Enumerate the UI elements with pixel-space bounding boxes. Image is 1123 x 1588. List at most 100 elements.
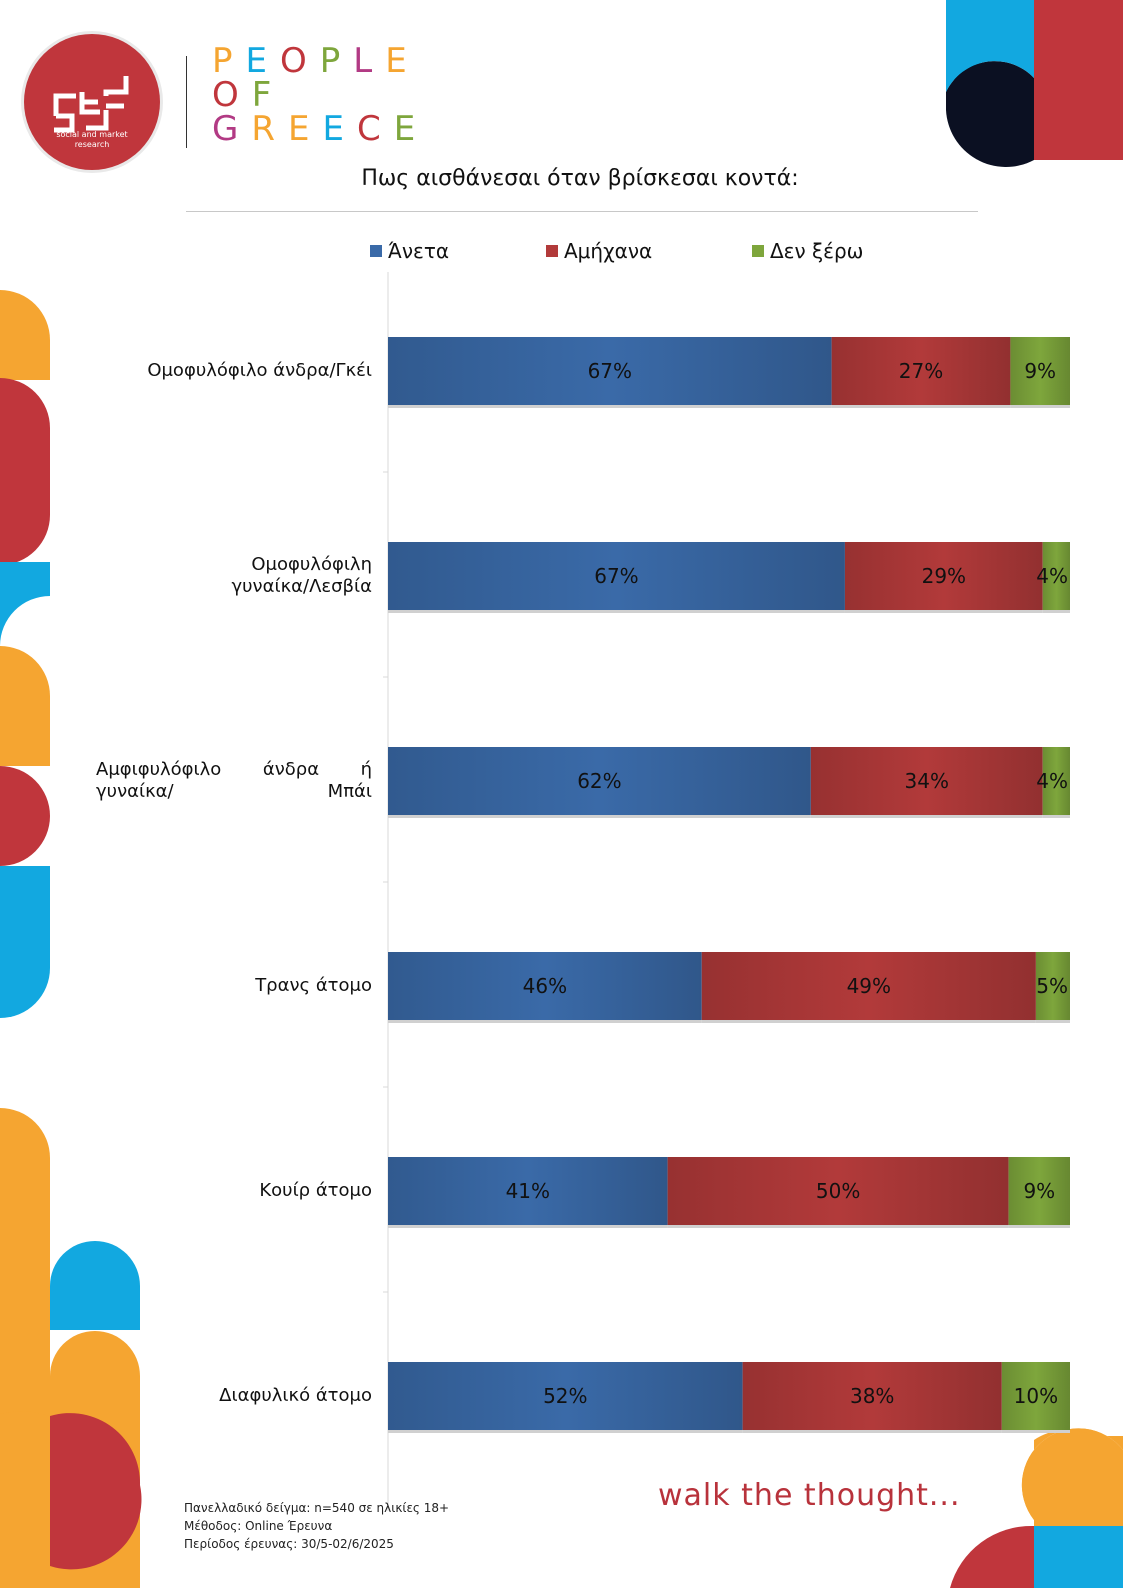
data-label: 49% [847, 974, 891, 998]
brand-letter: E [322, 109, 357, 149]
bar-shadow [742, 1430, 1002, 1433]
data-label: 9% [1024, 359, 1056, 383]
bar-segment [1042, 747, 1070, 815]
title-divider [186, 211, 978, 212]
data-label: 67% [594, 564, 638, 588]
bar-segment [667, 1157, 1009, 1225]
bar-shadow [1008, 1225, 1070, 1228]
data-label: 46% [523, 974, 567, 998]
data-label: 41% [506, 1179, 550, 1203]
data-label: 52% [543, 1384, 587, 1408]
footer-method: Μέθοδος: Online Έρευνα [184, 1519, 333, 1533]
data-label: 67% [588, 359, 632, 383]
legend-label: Αμήχανα [564, 239, 653, 263]
brand-letter: E [393, 109, 429, 149]
data-label: 62% [577, 769, 621, 793]
bar-shadow [1035, 1020, 1070, 1023]
brand-letter: E [245, 41, 280, 81]
logo-divider [186, 56, 187, 148]
bar-shadow [388, 610, 845, 613]
bar-segment [388, 747, 811, 815]
chart-title: Πως αισθάνεσαι όταν βρίσκεσαι κοντά: [361, 166, 799, 191]
brand-letter: L [353, 41, 386, 81]
bar-segment [701, 952, 1036, 1020]
bar-segment [388, 1362, 743, 1430]
data-label: 4% [1036, 769, 1068, 793]
data-label: 4% [1036, 564, 1068, 588]
bar-shadow [831, 405, 1011, 408]
category-label: Αμφιφυλόφιλο άνδρα ή γυναίκα/ Μπάι [96, 759, 372, 803]
bar-shadow [388, 1020, 702, 1023]
data-label: 50% [816, 1179, 860, 1203]
legend-item: Αμήχανα [546, 238, 652, 264]
legend-label: Άνετα [388, 239, 450, 263]
category-label: Κουίρ άτομο [259, 1180, 372, 1201]
legend-label: Δεν ξέρω [770, 239, 864, 263]
bar-shadow [1010, 405, 1070, 408]
bar-segment [810, 747, 1043, 815]
bar-shadow [1042, 610, 1070, 613]
bar-segment [388, 952, 702, 1020]
bar-segment [742, 1362, 1002, 1430]
brand-line-1: PEOPLE [212, 44, 420, 78]
bar-segment [388, 1157, 668, 1225]
bar-shadow [388, 1430, 743, 1433]
company-logo [24, 34, 160, 170]
bar-segment [388, 542, 845, 610]
bar-shadow [1001, 1430, 1070, 1433]
data-label: 5% [1036, 974, 1068, 998]
legend-swatch [752, 245, 764, 257]
category-label: Τρανς άτομο [255, 975, 372, 996]
bar-segment [1010, 337, 1070, 405]
legend-swatch [546, 245, 558, 257]
data-label: 29% [922, 564, 966, 588]
brand-letter: F [251, 75, 285, 115]
legend-item: Δεν ξέρω [752, 238, 863, 264]
bar-shadow [844, 610, 1043, 613]
brand-line-2: OF [212, 78, 284, 112]
brand-letter: E [287, 109, 323, 149]
bar-shadow [388, 405, 832, 408]
data-label: 38% [850, 1384, 894, 1408]
bar-segment [1042, 542, 1070, 610]
bar-shadow [388, 815, 811, 818]
category-label-line: Ομοφυλόφιλη [251, 554, 372, 575]
brand-letter: G [212, 109, 252, 149]
bar-shadow [701, 1020, 1036, 1023]
legend-item: Άνετα [370, 238, 449, 264]
category-label-line: γυναίκα/ Μπάι [96, 781, 372, 802]
brand-letter: E [385, 41, 420, 81]
brand-letter: O [280, 41, 320, 81]
bar-segment [831, 337, 1011, 405]
bar-shadow [1042, 815, 1070, 818]
bar-segment [1008, 1157, 1070, 1225]
bar-shadow [667, 1225, 1009, 1228]
brand-letter: C [356, 109, 394, 149]
brand-letter: P [212, 41, 246, 81]
logo-tagline: social and market research [56, 130, 128, 149]
brand-letter: P [319, 41, 354, 81]
category-label: Διαφυλικό άτομο [219, 1385, 372, 1406]
bar-shadow [388, 1225, 668, 1228]
bar-shadow [810, 815, 1043, 818]
brand-letter: O [212, 75, 252, 115]
bar-segment [844, 542, 1043, 610]
category-label-line: γυναίκα/Λεσβία [231, 576, 372, 597]
category-label: Ομοφυλόφιλη γυναίκα/Λεσβία [96, 554, 372, 598]
data-label: 9% [1023, 1179, 1055, 1203]
data-label: 34% [905, 769, 949, 793]
bar-segment [1035, 952, 1070, 1020]
legend-swatch [370, 245, 382, 257]
logo-mark-icon [53, 76, 129, 133]
brand-letter: R [251, 109, 288, 149]
bar-segment [388, 337, 832, 405]
footer-sample: Πανελλαδικό δείγμα: n=540 σε ηλικίες 18+ [184, 1501, 450, 1515]
brand-line-3: GREECE [212, 112, 428, 146]
bar-segment [1001, 1362, 1070, 1430]
footer-period: Περίοδος έρευνας: 30/5-02/6/2025 [184, 1537, 394, 1551]
category-label-line: Αμφιφυλόφιλο άνδρα ή [96, 759, 372, 780]
category-label: Ομοφυλόφιλο άνδρα/Γκέι [147, 360, 372, 381]
data-label: 27% [899, 359, 943, 383]
